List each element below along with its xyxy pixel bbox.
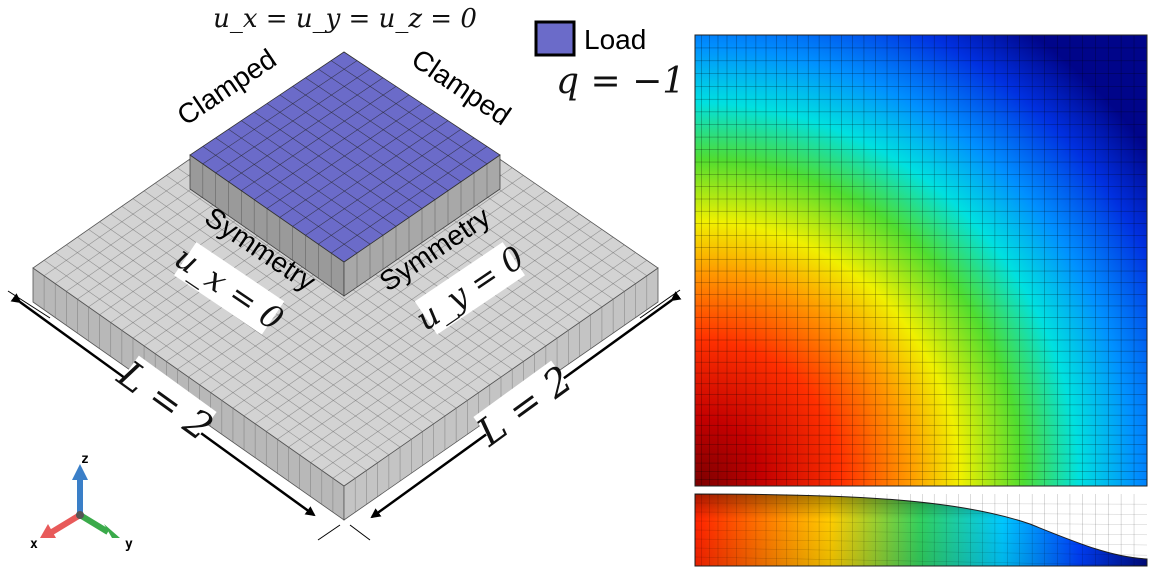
y-axis-label: y [125,537,133,552]
contour-mesh [695,35,1147,486]
z-axis-label: z [81,452,89,467]
bc-top-label: u_x = u_y = u_z = 0 [213,4,477,34]
load-block-mesh [202,60,488,288]
x-axis-label: x [30,537,38,552]
legend: Load q = −1 [534,20,685,102]
z-axis-arrow [72,464,88,480]
load-value-label: q = −1 [556,61,685,102]
contour-plot [694,34,1148,487]
axis-triad: z x y [30,452,133,552]
deformed-side-view [694,493,1148,567]
legend-swatch [534,20,576,57]
y-axis-arrow [104,524,120,538]
x-axis-arrow [40,524,56,538]
contour-field [695,35,1147,486]
plate-model [32,51,659,521]
legend-label: Load [584,24,646,55]
